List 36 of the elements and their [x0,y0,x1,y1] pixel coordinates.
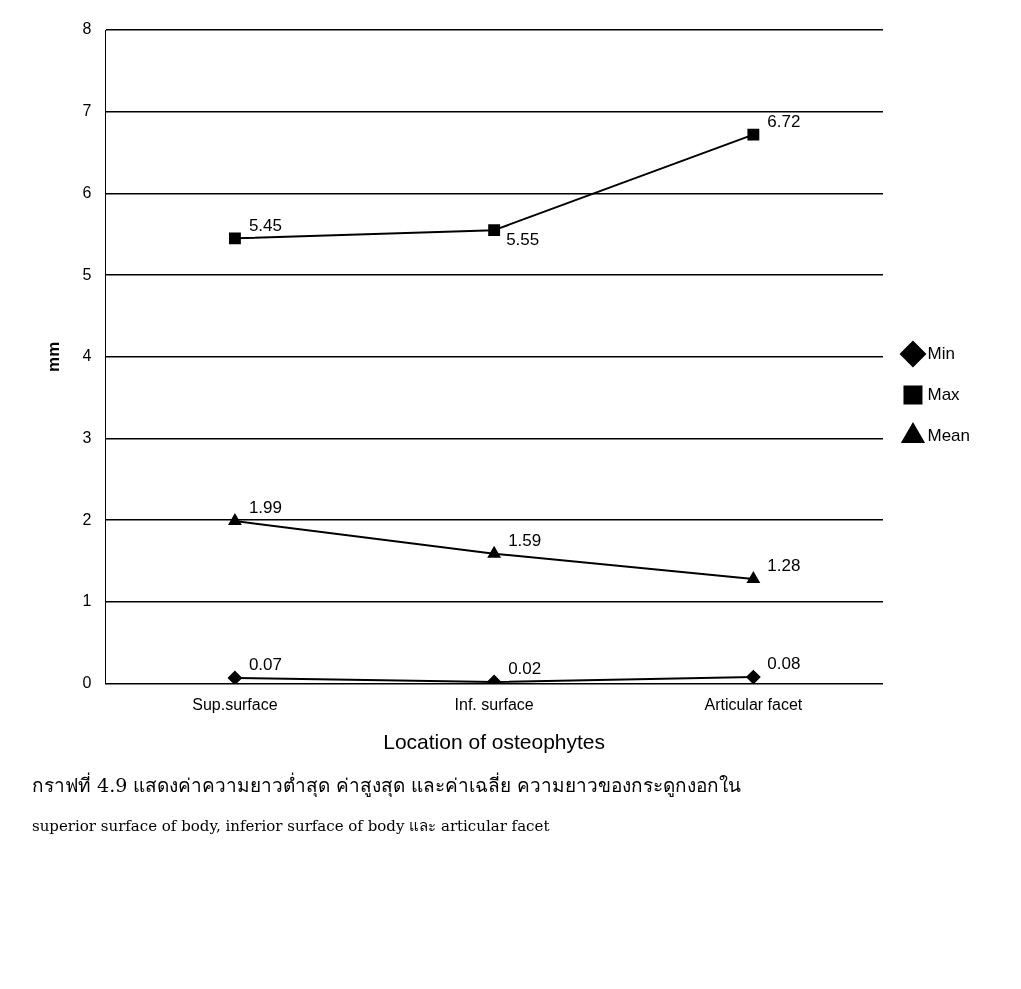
data-label: 0.07 [248,655,282,675]
data-label: 1.28 [767,556,801,576]
point [228,232,241,245]
point [488,224,501,237]
point [487,546,501,558]
data-label: 0.08 [767,654,801,674]
data-label: 6.72 [767,111,801,131]
text: กราฟที่ 4.9 แสดงค่าความยาวต่ำสุด ค่าสูงสุด และค่าเฉลี่ย ความยาวของกระดูกงอกใน [32,771,743,799]
data-label: 0.02 [508,659,542,679]
y-tick-label: 3 [82,428,92,446]
data-label: 1.59 [508,530,542,550]
x-tick-label: Inf. surface [454,695,534,713]
legend-label: Mean [927,425,971,445]
legend-label: Max [927,384,961,404]
x-axis-title: Location of osteophytes [383,730,606,754]
data-label: 5.55 [506,230,540,250]
point [747,128,760,141]
y-tick-label: 8 [82,20,92,38]
legend-label: Min [927,343,955,363]
y-tick-label: 5 [82,265,92,283]
y-tick-label: 6 [82,183,92,201]
data-label: 1.99 [248,498,282,518]
y-tick-label: 0 [82,674,92,692]
y-axis-title: mm [43,341,63,372]
x-tick-label: Sup.surface [192,695,278,713]
x-tick-label: Articular facet [704,695,803,713]
y-tick-label: 4 [82,347,92,365]
point [746,670,761,684]
y-tick-label: 7 [82,102,92,120]
point [747,572,760,584]
data-label: 5.45 [248,215,282,235]
point [228,514,242,526]
y-tick-label: 1 [82,592,92,610]
text: superior surface of body, inferior surface of body และ articular facet [32,816,551,837]
y-tick-label: 2 [82,510,92,528]
point [227,670,242,684]
